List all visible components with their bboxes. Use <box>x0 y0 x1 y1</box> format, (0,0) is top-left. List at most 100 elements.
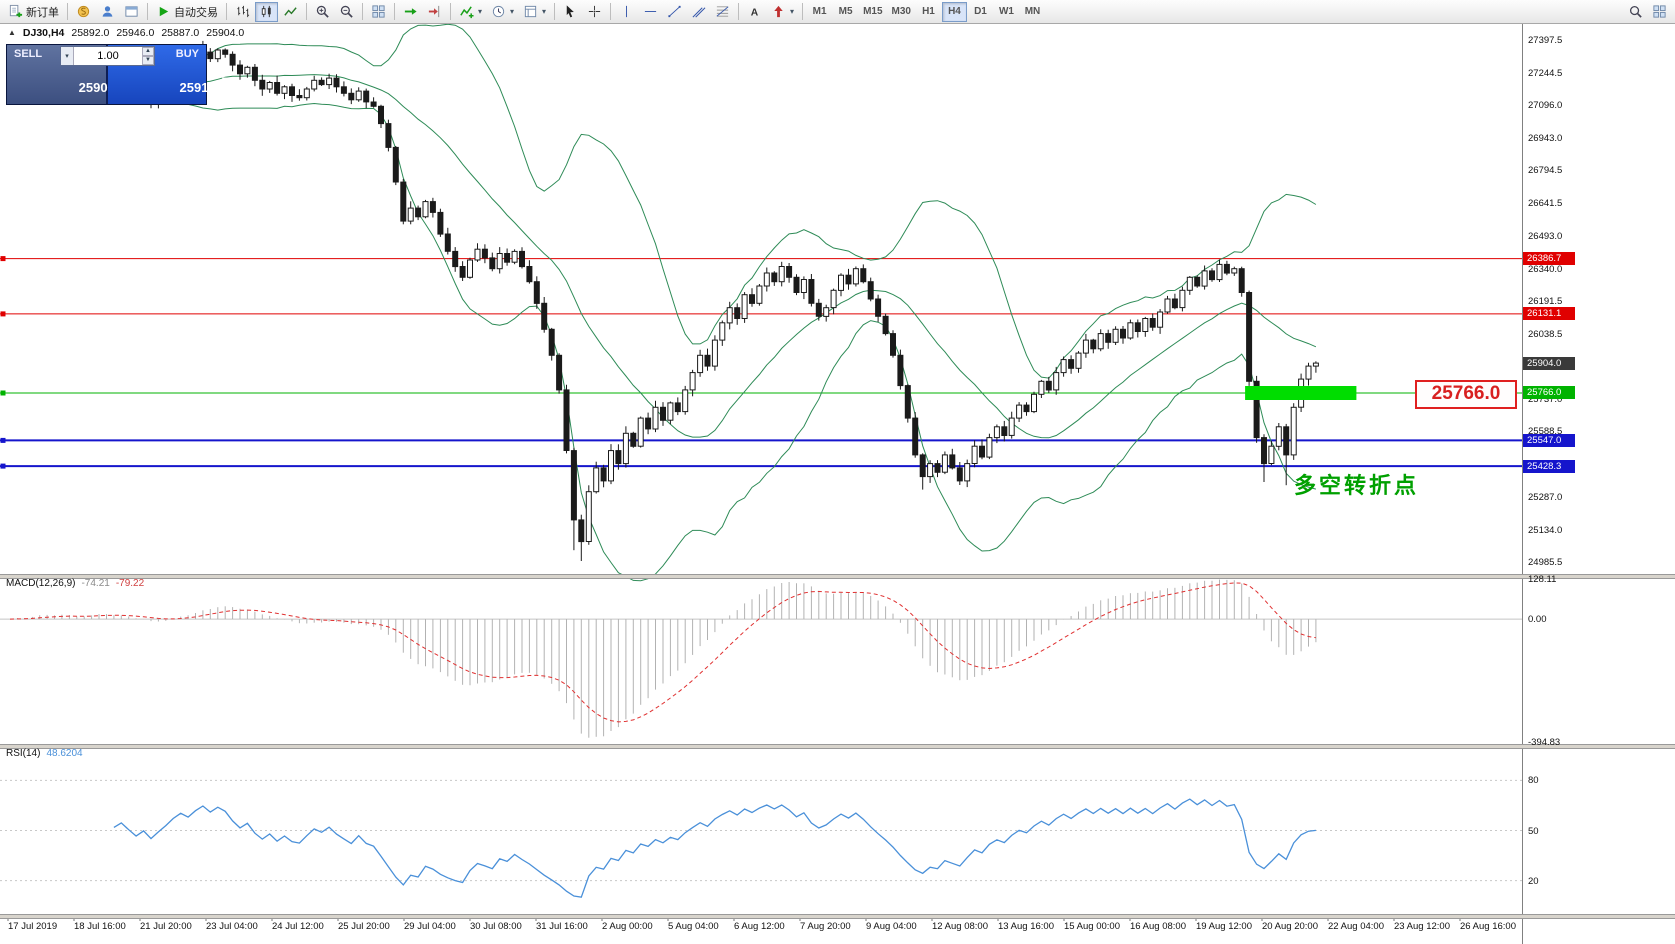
svg-text:A: A <box>751 7 759 18</box>
toolbar-separator <box>802 3 804 20</box>
symbols-button[interactable] <box>72 2 95 22</box>
turning-point-annotation: 多空转折点 <box>1294 473 1420 498</box>
indicators-button[interactable]: ▾ <box>455 2 486 22</box>
vertical-line-button[interactable] <box>615 2 638 22</box>
arrow-objects-button[interactable]: ▾ <box>767 2 798 22</box>
timeframe-m1-button[interactable]: M1 <box>807 2 832 22</box>
rsi-header: RSI(14) 48.6204 <box>6 748 83 759</box>
panel-separator[interactable] <box>0 914 1675 919</box>
bar-chart-button[interactable] <box>231 2 254 22</box>
price-axis[interactable] <box>1522 24 1675 944</box>
time-axis-label: 9 Aug 04:00 <box>866 921 917 932</box>
periods-button[interactable]: ▾ <box>487 2 518 22</box>
macd-scale-label: 128.11 <box>1528 574 1557 586</box>
bollinger-bands <box>150 24 1317 582</box>
search-button[interactable] <box>1624 2 1647 22</box>
rsi-value: 48.6204 <box>46 748 83 759</box>
buy-price: 25911.5 <box>179 74 233 97</box>
rsi-panel <box>0 779 1522 898</box>
chart-close-value: 25904.0 <box>206 27 245 39</box>
price-tick-label: 27096.0 <box>1528 99 1563 111</box>
macd-scale-label: -394.83 <box>1528 737 1561 749</box>
volume-down-button[interactable]: ▼ <box>142 56 154 65</box>
cursor-button[interactable] <box>559 2 582 22</box>
time-axis-label: 19 Aug 12:00 <box>1196 921 1252 932</box>
crosshair-button[interactable] <box>583 2 606 22</box>
panel-separator[interactable] <box>0 574 1675 579</box>
chart-canvas[interactable] <box>0 24 1675 944</box>
zoom-in-button[interactable] <box>311 2 334 22</box>
timeframe-mn-button[interactable]: MN <box>1020 2 1045 22</box>
volume-input[interactable] <box>74 47 142 65</box>
volume-up-button[interactable]: ▲ <box>142 47 154 56</box>
toolbar-separator <box>394 3 395 20</box>
candlestick-chart-button[interactable] <box>255 1 278 22</box>
chart-shift-button[interactable] <box>423 2 446 22</box>
price-tick-label: 26493.0 <box>1528 230 1563 242</box>
market-watch-button[interactable] <box>96 2 119 22</box>
fibonacci-button[interactable] <box>711 2 734 22</box>
time-axis-label: 5 Aug 04:00 <box>668 921 719 932</box>
timeframe-h1-button[interactable]: H1 <box>916 2 941 22</box>
horizontal-line-button[interactable] <box>639 2 662 22</box>
time-axis-label: 7 Aug 20:00 <box>800 921 851 932</box>
volume-spinner: ▲ ▼ <box>142 47 154 65</box>
time-axis-label: 23 Aug 12:00 <box>1394 921 1450 932</box>
timeframe-h4-button[interactable]: H4 <box>941 1 967 22</box>
timeframe-w1-button[interactable]: W1 <box>994 2 1019 22</box>
templates-button[interactable]: ▾ <box>519 2 550 22</box>
time-axis-label: 13 Aug 16:00 <box>998 921 1054 932</box>
time-axis-label: 12 Aug 08:00 <box>932 921 988 932</box>
volume-presets-button[interactable]: ▾ <box>61 47 74 65</box>
buy-label: BUY <box>175 48 199 60</box>
toolbar-separator <box>554 3 556 20</box>
equidistant-channel-button[interactable] <box>687 2 710 22</box>
time-axis-label: 6 Aug 12:00 <box>734 921 785 932</box>
price-badge: 26386.7 <box>1523 252 1575 266</box>
chart-symbol-period: DJ30,H4 <box>22 27 65 39</box>
candles-layer <box>7 40 1319 561</box>
timeframe-m15-button[interactable]: M15 <box>859 2 886 22</box>
line-chart-button[interactable] <box>279 2 302 22</box>
timeframe-m5-button[interactable]: M5 <box>833 2 858 22</box>
time-axis-label: 15 Aug 00:00 <box>1064 921 1120 932</box>
chart-high-value: 25946.0 <box>116 27 155 39</box>
auto-scroll-button[interactable] <box>399 2 422 22</box>
workspace-button[interactable] <box>1648 2 1671 22</box>
autotrading-button[interactable]: 自动交易 <box>152 2 222 22</box>
time-axis-label: 20 Aug 20:00 <box>1262 921 1318 932</box>
data-window-button[interactable] <box>120 2 143 22</box>
time-axis-label: 16 Aug 08:00 <box>1130 921 1186 932</box>
trendline-button[interactable] <box>663 2 686 22</box>
timeframe-m30-button[interactable]: M30 <box>888 2 915 22</box>
toolbar-separator <box>362 3 363 20</box>
panel-separator[interactable] <box>0 744 1675 749</box>
price-tick-label: 25737.0 <box>1528 394 1563 406</box>
time-axis-label: 31 Jul 16:00 <box>536 921 588 932</box>
rsi-level-label: 80 <box>1528 775 1539 787</box>
oct-collapse-button[interactable]: ▲ <box>8 28 16 37</box>
support-highlight-rect <box>1245 386 1357 400</box>
price-badge: 26131.1 <box>1523 307 1575 321</box>
timeframe-d1-button[interactable]: D1 <box>968 2 993 22</box>
new-order-button[interactable]: 新订单 <box>4 2 63 22</box>
chart-header: ▲ DJ30,H4 25892.0 25946.0 25887.0 25904.… <box>8 27 244 39</box>
toolbar-separator <box>610 3 612 20</box>
price-badge: 25547.0 <box>1523 433 1575 447</box>
price-tick-label: 24985.5 <box>1528 556 1563 568</box>
toolbar-separator <box>450 3 451 20</box>
price-tick-label: 26340.0 <box>1528 263 1563 275</box>
time-axis-label: 2 Aug 00:00 <box>602 921 653 932</box>
macd-signal-value: -79.22 <box>115 578 145 589</box>
price-tick-label: 27397.5 <box>1528 34 1563 46</box>
zoom-out-button[interactable] <box>335 2 358 22</box>
time-axis-label: 24 Jul 12:00 <box>272 921 324 932</box>
price-tick-label: 26191.5 <box>1528 295 1563 307</box>
price-badge: 25766.0 <box>1523 386 1575 400</box>
time-axis-label: 30 Jul 08:00 <box>470 921 522 932</box>
toolbar-separator <box>226 3 227 20</box>
toolbar-separator <box>738 3 740 20</box>
text-label-button[interactable]: A <box>743 2 766 22</box>
macd-header: MACD(12,26,9) -74.21 -79.22 <box>6 578 144 589</box>
tile-windows-button[interactable] <box>367 2 390 22</box>
